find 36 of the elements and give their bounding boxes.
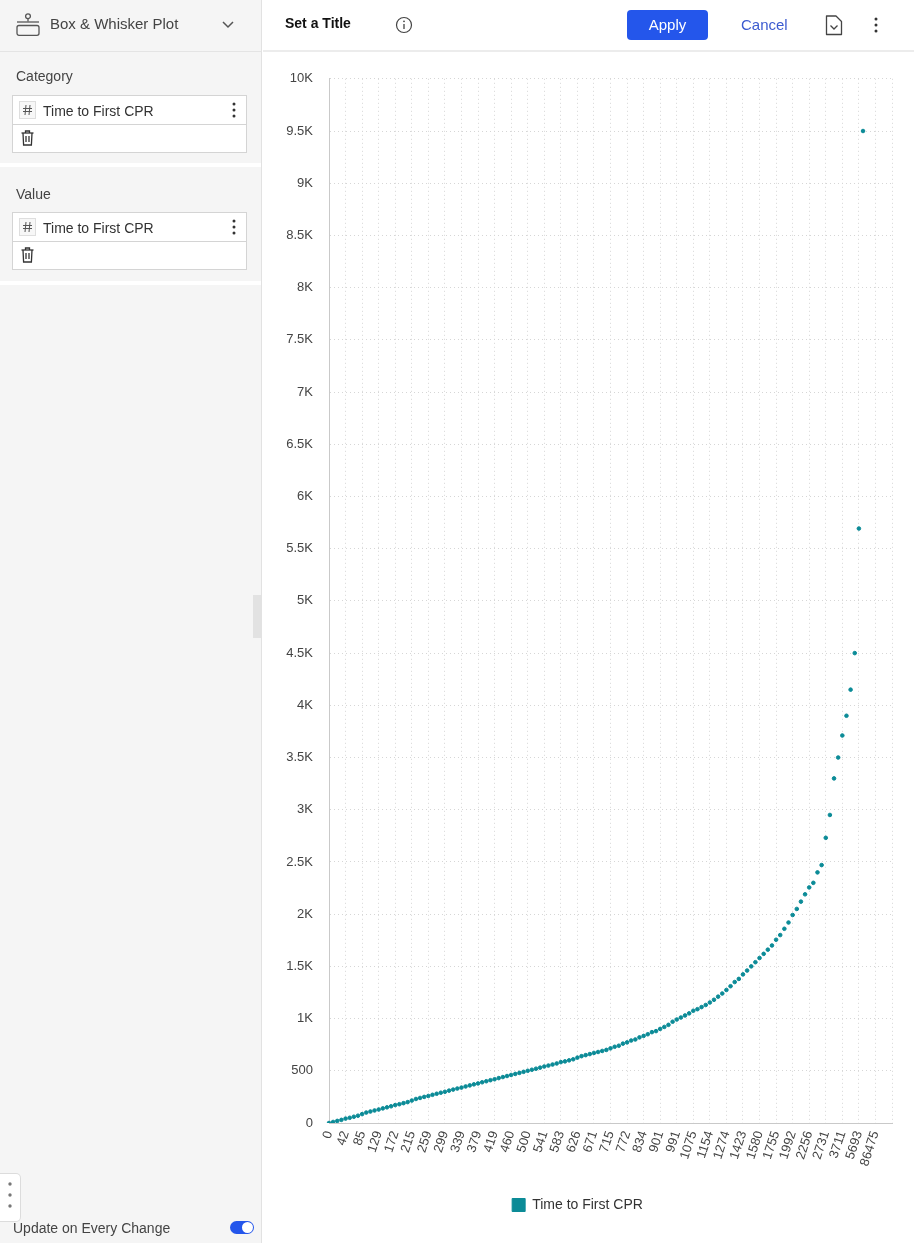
y-tick-label: 5K [297, 592, 314, 608]
x-tick-label: 0 [318, 1128, 336, 1141]
chart-title: Set a Title [285, 14, 351, 32]
y-tick-label: 4K [297, 696, 314, 712]
y-tick-label: 6K [297, 488, 314, 504]
y-tick-label: 10K [289, 70, 314, 86]
y-tick-label: 4.5K [286, 644, 314, 660]
y-tick-label: 2.5K [286, 853, 314, 869]
y-tick-label: 7.5K [286, 331, 314, 347]
y-tick-label: 8K [297, 279, 314, 295]
field-card: Time to First CPR [12, 212, 247, 270]
y-tick-label: 0 [305, 1114, 313, 1130]
field-card: Time to First CPR [12, 95, 247, 153]
y-tick-label: 2K [297, 905, 314, 921]
x-tick-label: 901 [645, 1128, 667, 1155]
x-tick-label: 42 [333, 1128, 352, 1148]
x-tick-label: 172 [380, 1128, 402, 1155]
y-tick-label: 500 [291, 1062, 313, 1078]
text: Box & Whisker Plot [50, 15, 179, 33]
text: Category [16, 67, 73, 85]
y-tick-label: 3K [297, 801, 314, 817]
y-tick-label: 1K [297, 1010, 314, 1026]
text: Cancel [741, 16, 788, 34]
y-tick-label: 6.5K [286, 435, 314, 451]
x-tick-label: 85 [349, 1128, 369, 1148]
legend-label: Time to First CPR [532, 1195, 643, 1212]
y-tick-label: 5.5K [286, 540, 314, 556]
text: Update on Every Change [13, 1219, 171, 1237]
y-tick-label: 8.5K [286, 227, 314, 243]
apply-button: Apply [627, 10, 708, 40]
y-tick-label: 1.5K [286, 957, 314, 973]
text: Value [16, 185, 51, 203]
y-tick-label: 7K [297, 383, 314, 399]
y-tick-label: 9K [297, 174, 314, 190]
y-tick-label: 3.5K [286, 749, 314, 765]
y-tick-label: 9.5K [286, 122, 314, 138]
